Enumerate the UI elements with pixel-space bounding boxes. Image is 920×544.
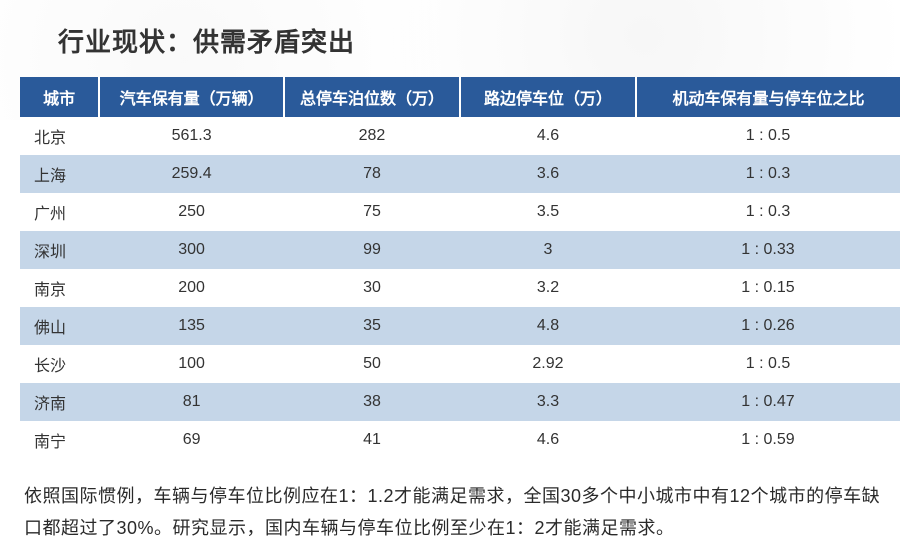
table-cell-a: 300 [99,231,284,269]
table-row: 佛山135354.81 : 0.26 [20,307,900,345]
table-cell-city: 济南 [20,383,99,421]
caption-text: 依照国际惯例，车辆与停车位比例应在1：1.2才能满足需求，全国30多个中小城市中… [0,459,920,544]
table-row: 广州250753.51 : 0.3 [20,193,900,231]
table-row: 南京200303.21 : 0.15 [20,269,900,307]
table-row: 北京561.32824.61 : 0.5 [20,117,900,155]
table-cell-b: 38 [284,383,460,421]
table-cell-a: 135 [99,307,284,345]
table-cell-city: 南京 [20,269,99,307]
col-header-street-spots: 路边停车位（万） [460,77,636,117]
table-cell-c: 3.3 [460,383,636,421]
table-cell-d: 1 : 0.5 [636,345,900,383]
table-cell-a: 561.3 [99,117,284,155]
table-cell-city: 南宁 [20,421,99,459]
table-cell-d: 1 : 0.3 [636,193,900,231]
table-cell-d: 1 : 0.47 [636,383,900,421]
table-cell-c: 4.6 [460,421,636,459]
table-cell-b: 99 [284,231,460,269]
col-header-ratio: 机动车保有量与停车位之比 [636,77,900,117]
table-cell-c: 3 [460,231,636,269]
table-cell-c: 3.5 [460,193,636,231]
table-cell-c: 3.6 [460,155,636,193]
parking-data-table: 城市 汽车保有量（万辆） 总停车泊位数（万） 路边停车位（万） 机动车保有量与停… [20,77,900,459]
table-container: 城市 汽车保有量（万辆） 总停车泊位数（万） 路边停车位（万） 机动车保有量与停… [0,77,920,459]
table-cell-d: 1 : 0.33 [636,231,900,269]
table-row: 深圳3009931 : 0.33 [20,231,900,269]
table-body: 北京561.32824.61 : 0.5上海259.4783.61 : 0.3广… [20,117,900,459]
table-cell-city: 上海 [20,155,99,193]
table-cell-a: 259.4 [99,155,284,193]
col-header-cars: 汽车保有量（万辆） [99,77,284,117]
table-cell-d: 1 : 0.59 [636,421,900,459]
page-title: 行业现状：供需矛盾突出 [0,0,920,77]
table-cell-b: 75 [284,193,460,231]
table-cell-a: 200 [99,269,284,307]
table-row: 济南81383.31 : 0.47 [20,383,900,421]
table-cell-c: 4.8 [460,307,636,345]
table-cell-d: 1 : 0.26 [636,307,900,345]
col-header-total-spots: 总停车泊位数（万） [284,77,460,117]
table-cell-city: 北京 [20,117,99,155]
table-cell-a: 100 [99,345,284,383]
table-cell-c: 2.92 [460,345,636,383]
table-cell-d: 1 : 0.15 [636,269,900,307]
table-cell-b: 78 [284,155,460,193]
table-cell-b: 30 [284,269,460,307]
table-row: 长沙100502.921 : 0.5 [20,345,900,383]
table-cell-c: 4.6 [460,117,636,155]
table-header-row: 城市 汽车保有量（万辆） 总停车泊位数（万） 路边停车位（万） 机动车保有量与停… [20,77,900,117]
table-cell-d: 1 : 0.5 [636,117,900,155]
col-header-city: 城市 [20,77,99,117]
table-cell-city: 深圳 [20,231,99,269]
table-cell-a: 81 [99,383,284,421]
table-cell-city: 广州 [20,193,99,231]
table-cell-a: 250 [99,193,284,231]
table-cell-c: 3.2 [460,269,636,307]
table-cell-b: 50 [284,345,460,383]
table-cell-b: 35 [284,307,460,345]
table-cell-city: 长沙 [20,345,99,383]
table-cell-b: 41 [284,421,460,459]
table-row: 南宁69414.61 : 0.59 [20,421,900,459]
table-cell-a: 69 [99,421,284,459]
table-row: 上海259.4783.61 : 0.3 [20,155,900,193]
table-cell-b: 282 [284,117,460,155]
table-cell-city: 佛山 [20,307,99,345]
table-cell-d: 1 : 0.3 [636,155,900,193]
